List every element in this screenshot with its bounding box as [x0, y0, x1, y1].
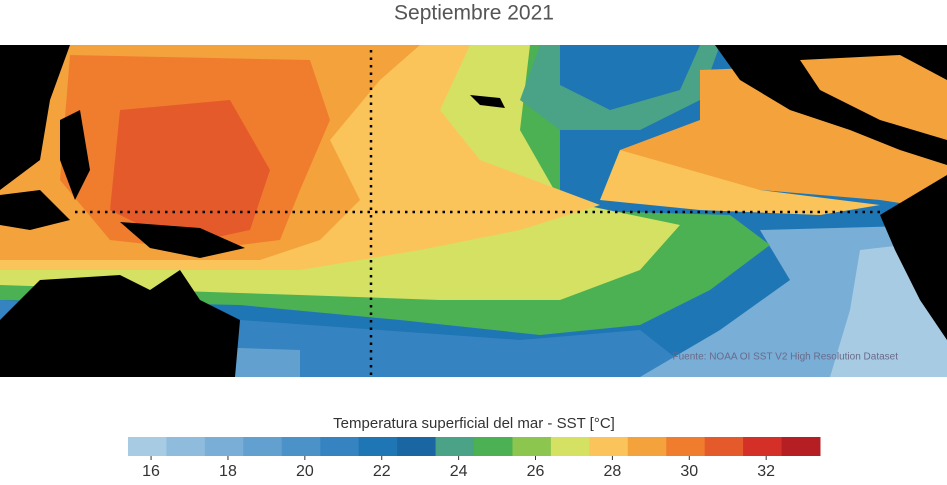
- colorbar-bin: [281, 437, 321, 456]
- colorbar-bin: [243, 437, 283, 456]
- colorbar-bin: [435, 437, 475, 456]
- sst-region: [600, 150, 880, 215]
- colorbar-bin: [704, 437, 744, 456]
- colorbar-tick-label: 28: [604, 463, 622, 480]
- colorbar-bin: [666, 437, 706, 456]
- colorbar-bin: [166, 437, 206, 456]
- colorbar-tick-label: 20: [296, 463, 314, 480]
- sst-region: [800, 55, 947, 140]
- colorbar-tick-label: 16: [142, 463, 160, 480]
- colorbar-tick-label: 30: [680, 463, 698, 480]
- colorbar-bin: [358, 437, 398, 456]
- colorbar-tick-label: 24: [450, 463, 468, 480]
- colorbar-bin: [397, 437, 437, 456]
- colorbar-tick-label: 18: [219, 463, 237, 480]
- land: [0, 270, 240, 377]
- colorbar-tick-label: 32: [757, 463, 775, 480]
- colorbar-label: Temperatura superficial del mar - SST [°…: [333, 415, 615, 432]
- land: [0, 45, 70, 190]
- colorbar-bin: [743, 437, 783, 456]
- map-title: Septiembre 2021: [394, 2, 554, 25]
- colorbar-bin: [128, 437, 167, 456]
- sst-region: [110, 100, 270, 245]
- colorbar-bin: [781, 437, 821, 456]
- sst-region: [560, 45, 700, 110]
- land: [470, 95, 505, 108]
- colorbar-bin: [627, 437, 667, 456]
- land: [60, 110, 90, 200]
- colorbar-bin: [474, 437, 513, 456]
- land: [880, 175, 947, 340]
- colorbar-bin: [550, 437, 590, 456]
- colorbar: 16 18 20 22 24 26 28 30 32: [128, 437, 821, 480]
- colorbar-bin: [204, 437, 244, 456]
- colorbar-bin: [320, 437, 360, 456]
- colorbar-tick-label: 22: [373, 463, 391, 480]
- colorbar-bin: [589, 437, 629, 456]
- colorbar-tick-label: 26: [527, 463, 545, 480]
- land: [0, 190, 70, 230]
- sst-map: Fuente: NOAA OI SST V2 High Resolution D…: [0, 45, 947, 377]
- colorbar-bin: [512, 437, 552, 456]
- land: [120, 222, 245, 258]
- source-note: Fuente: NOAA OI SST V2 High Resolution D…: [673, 352, 899, 363]
